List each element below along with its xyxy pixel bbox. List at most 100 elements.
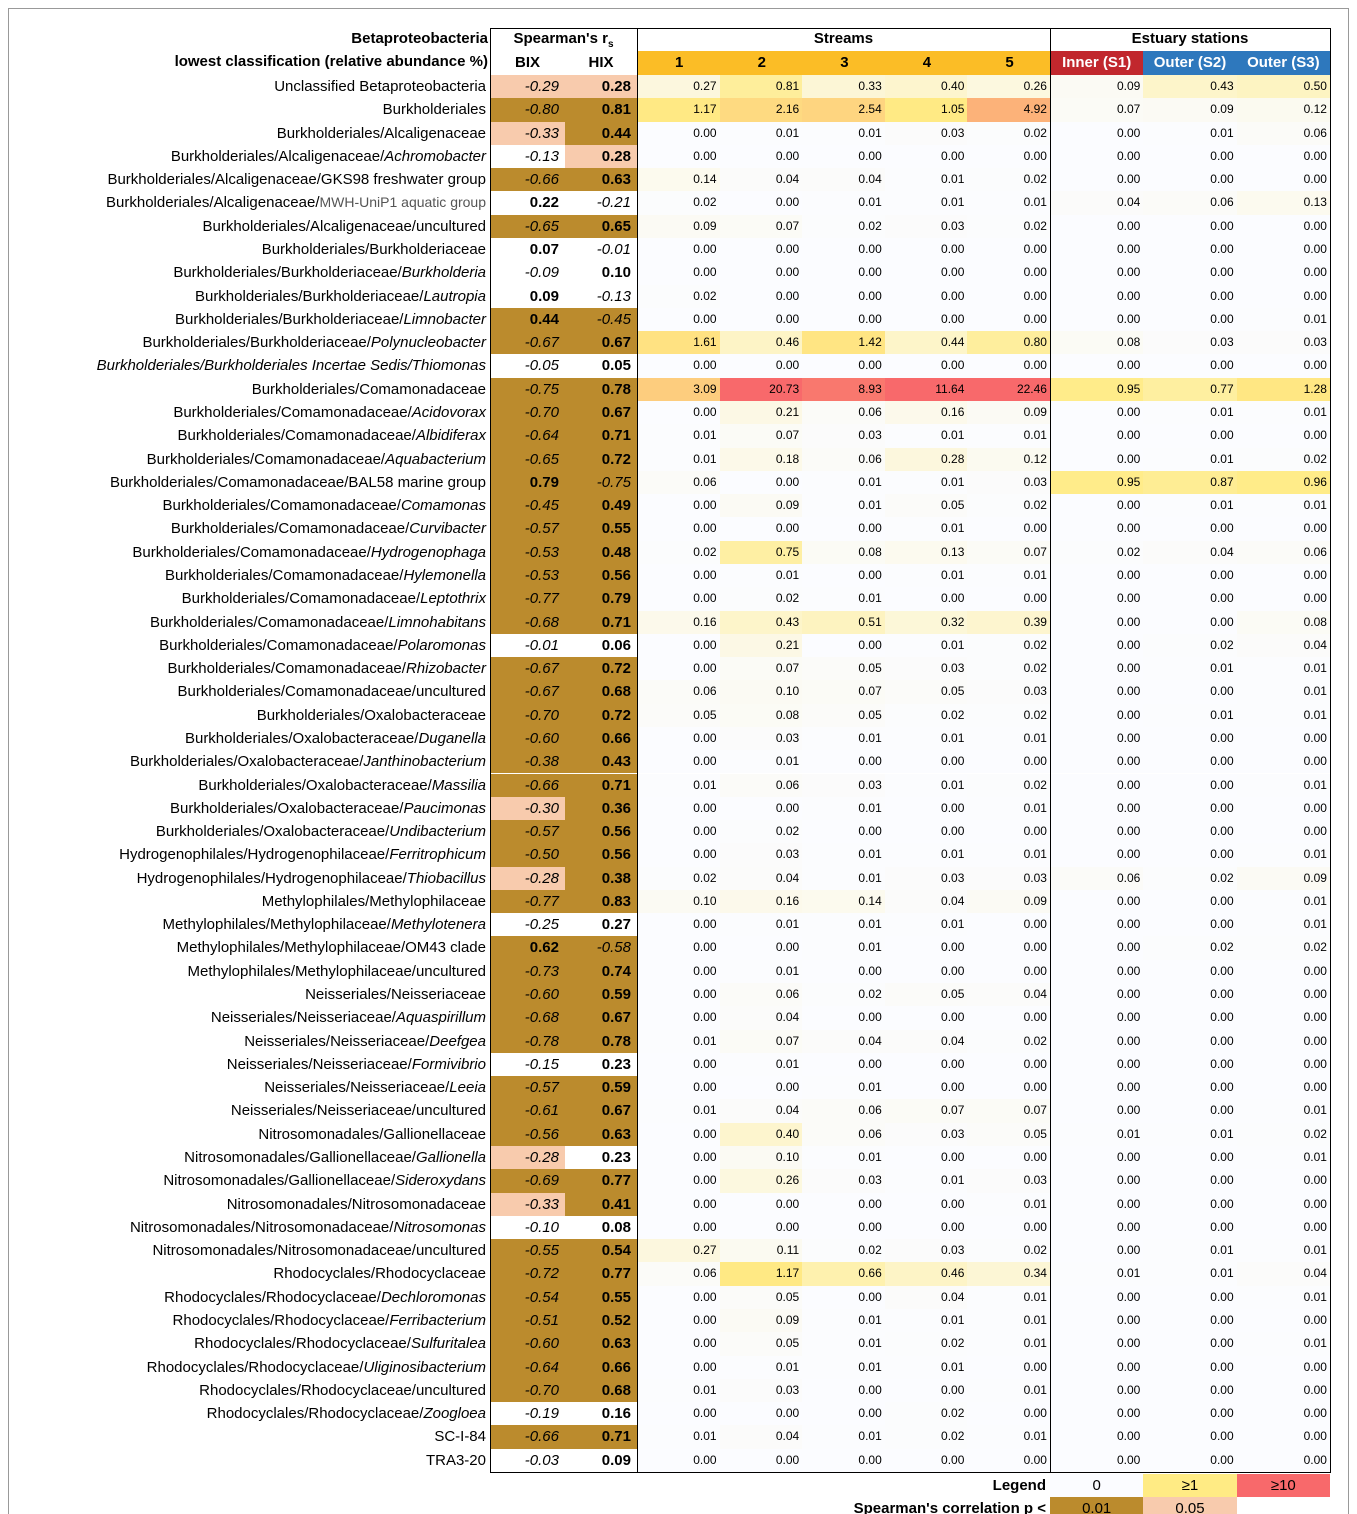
bix-cell: -0.56 xyxy=(490,1122,565,1147)
estuary-cell: 0.00 xyxy=(1050,1378,1144,1403)
stream-cell: 0.01 xyxy=(719,1052,803,1077)
stream-cell: 0.01 xyxy=(967,843,1050,867)
estuary-cell: 0.08 xyxy=(1050,331,1144,355)
stream-cell: 0.02 xyxy=(884,1425,968,1449)
stream-cell: 0.34 xyxy=(967,1262,1050,1286)
estuary-cell: 0.00 xyxy=(1143,1215,1237,1240)
stream-cell: 0.00 xyxy=(637,307,720,332)
label-genus: Limnobacter xyxy=(403,310,486,328)
row-label: Rhodocyclales/Rhodocyclaceae/Ferribacter… xyxy=(10,1309,486,1332)
label-genus: Gallionella xyxy=(415,1149,486,1167)
label-genus: Curvibacter xyxy=(409,520,486,538)
estuary-cell: 0.00 xyxy=(1143,983,1237,1007)
hix-cell: 0.65 xyxy=(565,214,637,238)
label-text: Burkholderiales/Comamonadaceae/ xyxy=(132,543,371,561)
legend-item: ≥1 xyxy=(1143,1474,1237,1497)
hix-cell: -0.21 xyxy=(565,191,637,215)
stream-cell: 0.00 xyxy=(884,1146,968,1170)
stream-cell: 0.46 xyxy=(884,1262,968,1286)
estuary-cell: 0.01 xyxy=(1236,703,1330,727)
hix-cell: 0.28 xyxy=(565,144,637,169)
label-genus: Hydrogenophaga xyxy=(370,543,486,561)
label-genus: Polaromonas xyxy=(397,636,486,654)
stream-cell: 0.03 xyxy=(884,1122,968,1147)
label-text: Nitrosomonadales/Gallionellaceae/ xyxy=(163,1172,396,1190)
stream-cell: 0.01 xyxy=(967,1378,1050,1403)
significance-item: 0.05 xyxy=(1143,1497,1237,1514)
stream-cell: 0.00 xyxy=(802,1285,885,1309)
row-label: Burkholderiales/Comamonadaceae/Albidifer… xyxy=(10,424,486,447)
label-genus: Undibacterium xyxy=(389,823,486,841)
bix-cell: -0.73 xyxy=(490,959,565,984)
bix-cell: -0.68 xyxy=(490,1006,565,1030)
stream-cell: 0.03 xyxy=(802,773,885,797)
estuary-cell: 0.00 xyxy=(1050,1169,1144,1193)
stream-cell: 0.40 xyxy=(884,75,968,99)
label-genus: Lautropia xyxy=(423,287,486,305)
label-text: Burkholderiales/Comamonadaceae/ xyxy=(173,403,412,421)
estuary-cell: 0.00 xyxy=(1050,633,1144,658)
label-text: Burkholderiales/Alcaligenaceae/unculture… xyxy=(202,217,486,235)
estuary-cell: 0.00 xyxy=(1143,1355,1237,1379)
stream-cell: 0.00 xyxy=(637,1052,720,1077)
estuary-cell: 0.08 xyxy=(1236,610,1330,634)
stream-cell: 0.00 xyxy=(719,1215,803,1240)
bix-cell: 0.07 xyxy=(490,237,565,262)
bix-cell: -0.38 xyxy=(490,750,565,774)
row-label: Nitrosomonadales/Gallionellaceae xyxy=(10,1123,486,1146)
stream-cell: 0.00 xyxy=(719,470,803,495)
hix-cell: 0.54 xyxy=(565,1239,637,1263)
stream-cell: 0.04 xyxy=(884,1029,968,1053)
stream-cell: 0.03 xyxy=(884,214,968,238)
estuary-cell: 0.09 xyxy=(1236,866,1330,890)
label-text: Burkholderiales/Comamonadaceae/ xyxy=(167,660,406,678)
estuary-cell: 0.02 xyxy=(1143,866,1237,890)
bix-cell: -0.68 xyxy=(490,610,565,634)
row-label: Rhodocyclales/Rhodocyclaceae/uncultured xyxy=(10,1379,486,1402)
stream-cell: 0.00 xyxy=(719,936,803,960)
stream-cell: 4.92 xyxy=(967,98,1050,122)
estuary-cell: 0.00 xyxy=(1050,1099,1144,1123)
bix-cell: -0.72 xyxy=(490,1262,565,1286)
stream-cell: 0.00 xyxy=(802,1192,885,1216)
bix-cell: -0.09 xyxy=(490,261,565,285)
stream-cell: 0.03 xyxy=(802,1169,885,1193)
hix-cell: -0.13 xyxy=(565,284,637,308)
stream-cell: 0.09 xyxy=(967,889,1050,914)
label-text: Rhodocyclales/Rhodocyclaceae xyxy=(273,1265,486,1283)
stream-cell: 0.01 xyxy=(637,447,720,471)
stream-cell: 0.10 xyxy=(719,680,803,704)
label-text: Burkholderiales/Comamonadaceae/ xyxy=(170,520,410,538)
stream-cell: 0.02 xyxy=(967,214,1050,238)
stream-cell: 0.02 xyxy=(967,1029,1050,1053)
bix-cell: -0.64 xyxy=(490,1355,565,1379)
stream-cell: 0.01 xyxy=(967,424,1050,448)
estuary-cell: 0.06 xyxy=(1050,866,1144,890)
estuary-cell: 0.00 xyxy=(1050,1239,1144,1263)
estuary-cell: 0.00 xyxy=(1236,750,1330,774)
estuary-cell: 0.00 xyxy=(1143,796,1237,821)
bix-cell: -0.67 xyxy=(490,657,565,681)
estuary-cell: 0.00 xyxy=(1143,1332,1237,1356)
hix-cell: 0.56 xyxy=(565,820,637,844)
stream-cell: 0.16 xyxy=(884,400,968,425)
label-genus: Thiobacillus xyxy=(406,869,486,887)
hix-cell: 0.67 xyxy=(565,331,637,355)
label-text: Methylophilales/Methylophilaceae/ xyxy=(162,916,391,934)
estuary-cell: 0.01 xyxy=(1143,703,1237,727)
stream-cell: 0.40 xyxy=(719,1122,803,1147)
estuary-cell: 0.00 xyxy=(1143,1448,1237,1472)
bix-cell: 0.44 xyxy=(490,307,565,332)
stream-cell: 0.00 xyxy=(637,1192,720,1216)
bix-cell: -0.80 xyxy=(490,98,565,122)
stream-cell: 0.04 xyxy=(719,1099,803,1123)
estuary-cell: 0.00 xyxy=(1143,1006,1237,1030)
stream-cell: 0.05 xyxy=(719,1285,803,1309)
estuary-cell: 0.00 xyxy=(1050,1052,1144,1077)
stream-cell: 0.07 xyxy=(802,680,885,704)
stream-cell: 0.00 xyxy=(884,936,968,960)
stream-cell: 0.14 xyxy=(802,889,885,914)
estuary-cell: 0.00 xyxy=(1050,680,1144,704)
hix-cell: 0.23 xyxy=(565,1146,637,1170)
stream-cell: 0.00 xyxy=(967,587,1050,611)
